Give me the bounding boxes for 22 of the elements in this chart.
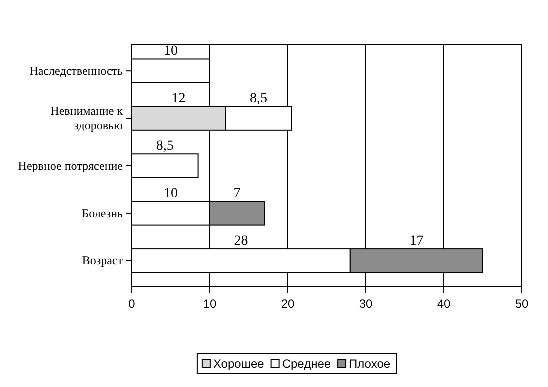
y-tick-label: Болезнь: [82, 206, 124, 220]
data-label: 12: [172, 92, 186, 107]
legend-label: Среднее: [282, 357, 332, 371]
data-label: 7: [234, 186, 241, 202]
y-tick-label: Возраст: [82, 254, 124, 268]
data-label: 10: [164, 44, 178, 60]
x-tick-label: 0: [128, 297, 136, 311]
x-tick-label: 30: [359, 297, 373, 311]
data-label: 10: [164, 186, 178, 202]
x-tick-label: 50: [515, 297, 529, 311]
x-tick-label: 40: [437, 297, 451, 311]
data-label: 8,5: [250, 92, 268, 107]
y-tick-label: Наследственность: [30, 64, 124, 78]
legend-label: Хорошее: [213, 357, 265, 371]
data-label: 17: [410, 234, 424, 250]
y-tick-label: Нервное потрясение: [18, 158, 123, 173]
data-label: 28: [234, 234, 248, 250]
y-tick-label: Невнимание к здоровью: [50, 104, 124, 132]
x-tick-label: 10: [203, 297, 217, 311]
x-tick-label: 20: [281, 297, 295, 311]
legend-label: Плохое: [349, 357, 391, 371]
data-label: 8,5: [156, 139, 174, 154]
